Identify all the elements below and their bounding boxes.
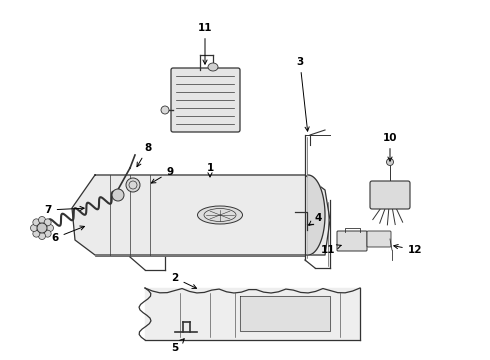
- FancyBboxPatch shape: [337, 231, 367, 251]
- Ellipse shape: [39, 216, 46, 224]
- Text: 5: 5: [172, 339, 184, 353]
- Ellipse shape: [33, 230, 40, 237]
- Ellipse shape: [39, 233, 46, 239]
- Text: 11: 11: [321, 245, 341, 255]
- Text: 4: 4: [309, 213, 322, 225]
- Ellipse shape: [197, 206, 243, 224]
- Text: 3: 3: [296, 57, 309, 131]
- Ellipse shape: [37, 223, 47, 233]
- Ellipse shape: [30, 225, 38, 231]
- Ellipse shape: [44, 230, 51, 237]
- Ellipse shape: [161, 106, 169, 114]
- Ellipse shape: [47, 225, 53, 231]
- Ellipse shape: [208, 63, 218, 71]
- Text: 8: 8: [137, 143, 151, 167]
- FancyBboxPatch shape: [370, 181, 410, 209]
- Text: 12: 12: [394, 244, 422, 255]
- Text: 2: 2: [172, 273, 196, 288]
- Ellipse shape: [33, 219, 40, 226]
- FancyBboxPatch shape: [171, 68, 240, 132]
- Text: 6: 6: [51, 226, 84, 243]
- Text: 11: 11: [198, 23, 212, 64]
- Ellipse shape: [387, 158, 393, 166]
- Ellipse shape: [44, 219, 51, 226]
- Polygon shape: [308, 175, 325, 255]
- Text: 10: 10: [383, 133, 397, 161]
- Polygon shape: [72, 175, 330, 255]
- Text: 9: 9: [151, 167, 173, 183]
- Text: 7: 7: [44, 205, 84, 215]
- Ellipse shape: [126, 178, 140, 192]
- FancyBboxPatch shape: [367, 231, 391, 247]
- Polygon shape: [240, 296, 330, 331]
- Text: 1: 1: [206, 163, 214, 177]
- Polygon shape: [145, 288, 360, 340]
- Ellipse shape: [112, 189, 124, 201]
